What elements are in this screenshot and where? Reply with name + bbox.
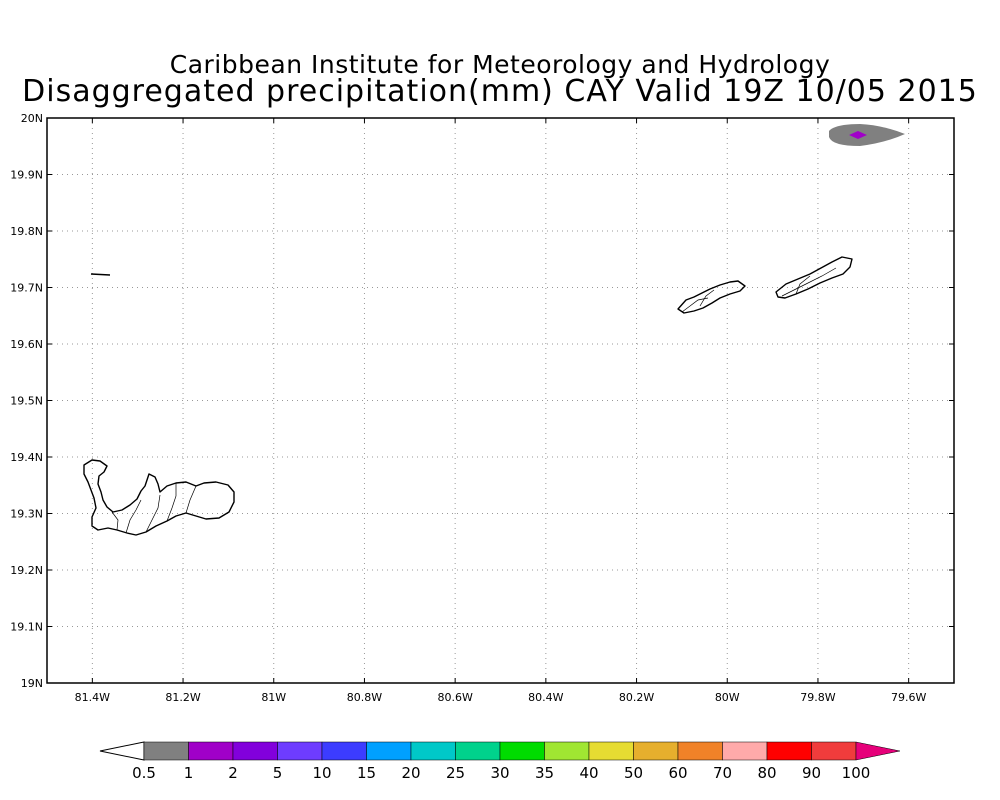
colorbar-segment bbox=[499, 741, 545, 761]
colorbar-segment bbox=[544, 741, 590, 761]
colorbar-label: 25 bbox=[446, 764, 465, 782]
colorbar-label: 100 bbox=[842, 764, 871, 782]
colorbar-segment-lower bbox=[99, 741, 145, 761]
x-axis: 81.4W 81.2W 81W 80.8W 80.6W 80.4W 80.2W 80W 79.8… bbox=[75, 118, 926, 704]
colorbar-segment bbox=[410, 741, 456, 761]
y-tick-label: 19.2N bbox=[10, 564, 43, 577]
colorbar: 0.5 1 2 5 10 15 20 25 30 35 40 50 60 70 80 90 100 bbox=[99, 741, 901, 782]
colorbar-label: 30 bbox=[490, 764, 509, 782]
chart-title-institute: Caribbean Institute for Meteorology and … bbox=[169, 50, 831, 79]
y-tick-label: 20N bbox=[21, 112, 43, 125]
coastline-cayman-brac bbox=[775, 256, 853, 299]
colorbar-segment-upper bbox=[855, 741, 901, 761]
colorbar-label: 15 bbox=[357, 764, 376, 782]
colorbar-segment bbox=[143, 741, 189, 761]
y-tick-label: 19.7N bbox=[10, 282, 43, 295]
colorbar-segment bbox=[766, 741, 812, 761]
colorbar-label: 40 bbox=[579, 764, 598, 782]
colorbar-segment bbox=[455, 741, 501, 761]
y-tick-label: 19.4N bbox=[10, 451, 43, 464]
colorbar-label: 60 bbox=[668, 764, 687, 782]
district-boundary bbox=[166, 483, 177, 522]
colorbar-segment bbox=[811, 741, 857, 761]
colorbar-segment bbox=[588, 741, 634, 761]
district-boundary bbox=[125, 499, 142, 534]
y-tick-label: 19.3N bbox=[10, 508, 43, 521]
colorbar-segment bbox=[277, 741, 323, 761]
y-tick-label: 19.8N bbox=[10, 225, 43, 238]
coastlines bbox=[83, 256, 853, 536]
district-boundary bbox=[795, 275, 811, 295]
colorbar-label: 20 bbox=[401, 764, 420, 782]
colorbar-label: 70 bbox=[713, 764, 732, 782]
coastline-fragment bbox=[90, 273, 111, 276]
precipitation-layer bbox=[829, 124, 905, 146]
colorbar-label: 1 bbox=[184, 764, 194, 782]
x-tick-label: 80.8W bbox=[347, 691, 382, 704]
precip-area-moderate bbox=[849, 131, 867, 139]
colorbar-segment bbox=[188, 741, 234, 761]
coastline-grand-cayman bbox=[83, 459, 235, 536]
colorbar-label: 90 bbox=[802, 764, 821, 782]
x-tick-label: 81.2W bbox=[165, 691, 200, 704]
grid-lines bbox=[47, 118, 954, 683]
x-tick-label: 80.4W bbox=[528, 691, 563, 704]
colorbar-label: 80 bbox=[757, 764, 776, 782]
y-tick-label: 19.6N bbox=[10, 338, 43, 351]
y-tick-label: 19N bbox=[21, 677, 43, 690]
y-tick-label: 19.9N bbox=[10, 169, 43, 182]
coastline-little-cayman bbox=[677, 280, 746, 314]
district-boundary bbox=[699, 289, 715, 307]
y-axis: 20N 19.9N 19.8N 19.7N 19.6N 19.5N 19.4N 19.3N 19… bbox=[10, 112, 954, 690]
district-boundary bbox=[681, 297, 709, 313]
y-tick-label: 19.1N bbox=[10, 621, 43, 634]
colorbar-segment bbox=[321, 741, 367, 761]
district-boundaries bbox=[111, 267, 837, 534]
colorbar-segment bbox=[677, 741, 723, 761]
colorbar-segment bbox=[633, 741, 679, 761]
chart-title-product: Disaggregated precipitation(mm) CAY Vali… bbox=[22, 74, 978, 109]
colorbar-label: 50 bbox=[624, 764, 643, 782]
x-tick-label: 80.2W bbox=[619, 691, 654, 704]
district-boundary bbox=[185, 485, 197, 514]
x-tick-label: 80.6W bbox=[437, 691, 472, 704]
colorbar-segment bbox=[232, 741, 278, 761]
x-tick-label: 81W bbox=[261, 691, 286, 704]
district-boundary bbox=[781, 267, 837, 297]
colorbar-label: 0.5 bbox=[132, 764, 156, 782]
x-tick-label: 80W bbox=[715, 691, 740, 704]
x-tick-label: 79.6W bbox=[891, 691, 926, 704]
x-tick-label: 79.8W bbox=[800, 691, 835, 704]
district-boundary bbox=[111, 511, 119, 531]
colorbar-label: 35 bbox=[535, 764, 554, 782]
colorbar-segment bbox=[722, 741, 768, 761]
colorbar-label: 10 bbox=[312, 764, 331, 782]
district-boundary bbox=[145, 494, 161, 533]
colorbar-segment bbox=[366, 741, 412, 761]
colorbar-label: 5 bbox=[273, 764, 283, 782]
x-tick-label: 81.4W bbox=[75, 691, 110, 704]
colorbar-label: 2 bbox=[228, 764, 238, 782]
y-tick-label: 19.5N bbox=[10, 395, 43, 408]
